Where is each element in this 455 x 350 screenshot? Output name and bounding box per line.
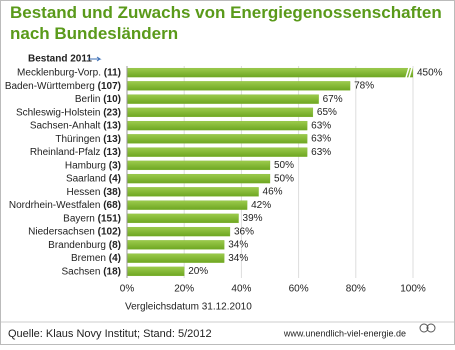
bars: [127, 67, 413, 277]
legend-arrow: [88, 56, 102, 62]
x-axis-label: Vergleichsdatum 31.12.2010: [125, 302, 252, 313]
bar: [127, 134, 308, 144]
bar: [127, 120, 308, 131]
value-label: 450%: [417, 67, 443, 78]
legend-label: Bestand 2011: [28, 54, 92, 65]
bar: [127, 81, 351, 91]
axis-break: [405, 67, 413, 78]
category-label: Sachsen-Anhalt (13): [30, 120, 121, 131]
value-label: 78%: [354, 81, 374, 92]
bar: [127, 187, 259, 197]
x-tick-label: 80%: [346, 284, 366, 295]
source: Quelle: Klaus Novy Institut; Stand: 5/20…: [8, 328, 212, 340]
value-label: 20%: [188, 266, 208, 277]
category-label: Berlin (10): [75, 94, 121, 105]
category-label: Rheinland-Pfalz (13): [30, 147, 121, 158]
category-label: Brandenburg (8): [48, 240, 121, 251]
value-label: 36%: [234, 226, 254, 237]
value-label: 39%: [243, 213, 263, 224]
value-label: 63%: [311, 120, 331, 131]
bar: [127, 213, 239, 224]
category-label: Sachsen (18): [62, 266, 122, 277]
category-label: Bremen (4): [71, 253, 121, 264]
value-label: 34%: [228, 253, 248, 264]
category-label: Niedersachsen (102): [28, 226, 121, 237]
value-label: 63%: [311, 134, 331, 145]
category-label: Bayern (151): [63, 213, 121, 224]
value-label: 50%: [274, 173, 294, 184]
x-tick-label: 20%: [174, 284, 194, 295]
bar: [127, 266, 185, 277]
website: www.unendlich-viel-energie.de: [283, 328, 406, 338]
logo: [426, 323, 436, 333]
bar: [127, 94, 319, 104]
category-label: Baden-Württemberg (107): [5, 81, 121, 92]
logo: [419, 323, 429, 333]
category-label: Schleswig-Holstein (23): [16, 107, 121, 118]
bar: [127, 160, 271, 171]
category-label: Thüringen (13): [55, 134, 121, 145]
bar: [127, 107, 314, 118]
bar: [127, 226, 231, 237]
x-tick-label: 0%: [120, 284, 135, 295]
x-tick-label: 60%: [289, 284, 309, 295]
x-tick-label: 40%: [231, 284, 251, 295]
chart-title: Bestand und Zuwachs von Energiegenossens…: [10, 3, 442, 43]
value-label: 67%: [323, 94, 343, 105]
category-label: Saarland (4): [66, 173, 121, 184]
bar: [127, 240, 225, 250]
bar: [127, 67, 413, 78]
value-label: 46%: [263, 187, 283, 198]
x-tick-label: 100%: [400, 284, 426, 295]
bar: [127, 200, 248, 210]
bar: [127, 173, 271, 184]
value-label: 42%: [251, 200, 271, 211]
value-label: 50%: [274, 160, 294, 171]
value-label: 63%: [311, 147, 331, 158]
value-label: 65%: [317, 107, 337, 118]
category-label: Hessen (38): [67, 187, 121, 198]
value-label: 34%: [228, 240, 248, 251]
bar: [127, 147, 308, 157]
category-label: Hamburg (3): [65, 160, 121, 171]
category-label: Mecklenburg-Vorp. (11): [17, 67, 121, 78]
category-label: Nordrhein-Westfalen (68): [9, 200, 121, 211]
bar: [127, 253, 225, 263]
